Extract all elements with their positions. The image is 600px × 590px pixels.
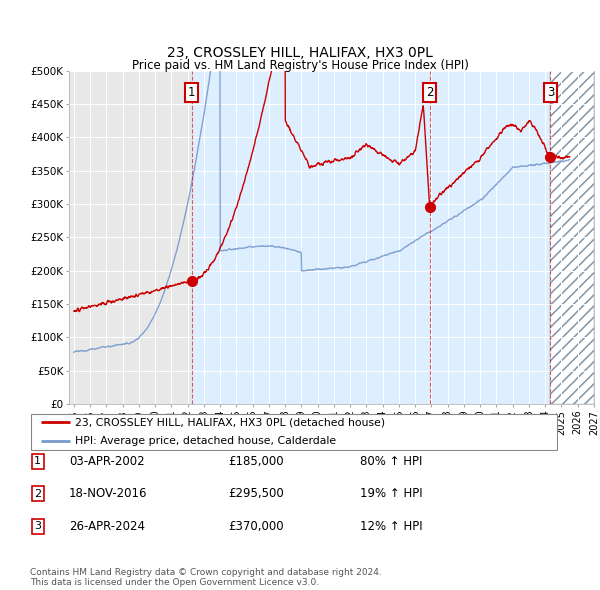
Text: 1: 1 (34, 457, 41, 466)
Text: 12% ↑ HPI: 12% ↑ HPI (360, 520, 422, 533)
Bar (550, 71, 594, 404)
Text: 03-APR-2002: 03-APR-2002 (69, 455, 145, 468)
Text: Contains HM Land Registry data © Crown copyright and database right 2024.
This d: Contains HM Land Registry data © Crown c… (30, 568, 382, 587)
Text: 23, CROSSLEY HILL, HALIFAX, HX3 0PL: 23, CROSSLEY HILL, HALIFAX, HX3 0PL (167, 46, 433, 60)
Text: 2: 2 (34, 489, 41, 499)
Text: 23, CROSSLEY HILL, HALIFAX, HX3 0PL (detached house): 23, CROSSLEY HILL, HALIFAX, HX3 0PL (det… (75, 417, 385, 427)
Text: £185,000: £185,000 (228, 455, 284, 468)
FancyBboxPatch shape (31, 414, 557, 450)
Bar (550, 71, 594, 404)
Text: 80% ↑ HPI: 80% ↑ HPI (360, 455, 422, 468)
Bar (192, 71, 550, 404)
Text: 2: 2 (426, 86, 433, 99)
Text: 3: 3 (34, 522, 41, 531)
Text: £295,500: £295,500 (228, 487, 284, 500)
Bar (550, 71, 594, 404)
Text: 1: 1 (188, 86, 196, 99)
Text: 26-APR-2024: 26-APR-2024 (69, 520, 145, 533)
Text: 18-NOV-2016: 18-NOV-2016 (69, 487, 148, 500)
Text: 3: 3 (547, 86, 554, 99)
Text: £370,000: £370,000 (228, 520, 284, 533)
Text: Price paid vs. HM Land Registry's House Price Index (HPI): Price paid vs. HM Land Registry's House … (131, 59, 469, 72)
Text: 19% ↑ HPI: 19% ↑ HPI (360, 487, 422, 500)
Text: HPI: Average price, detached house, Calderdale: HPI: Average price, detached house, Cald… (75, 437, 336, 447)
